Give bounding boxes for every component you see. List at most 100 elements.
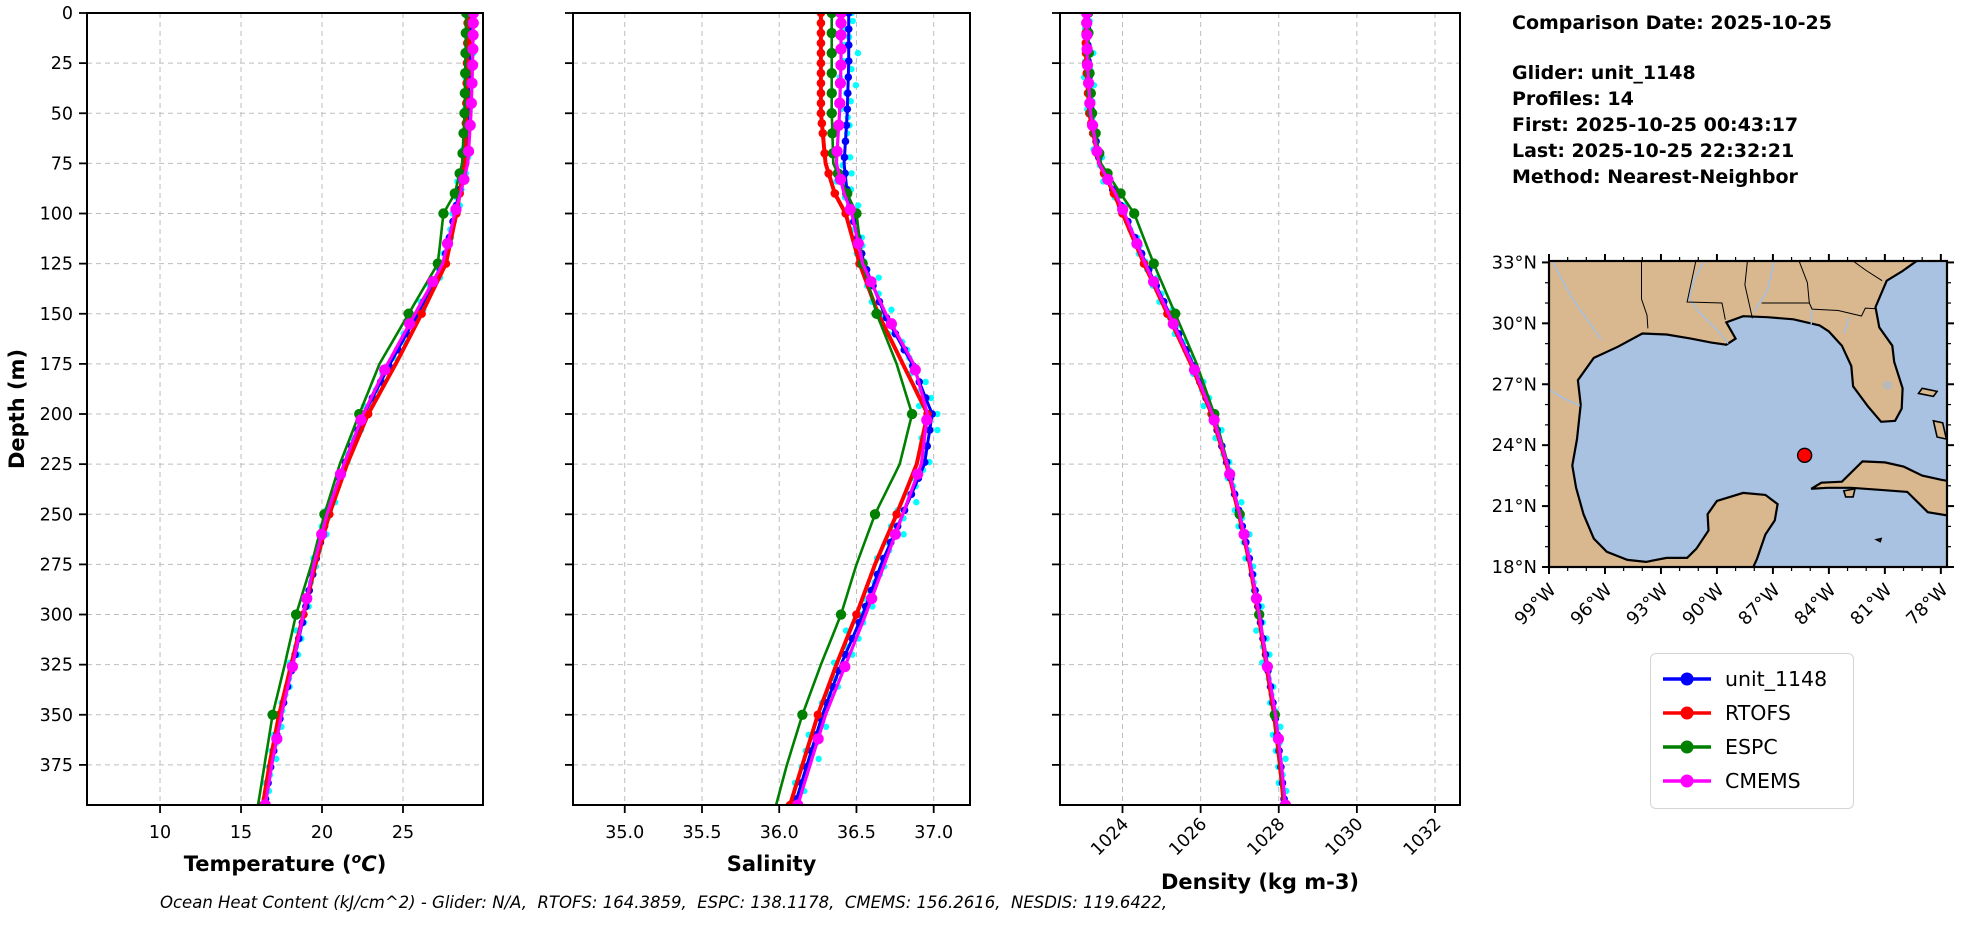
map-lon-label: 96°W bbox=[1567, 580, 1617, 630]
first-profile-time-text: First: 2025-10-25 00:43:17 bbox=[1512, 114, 1799, 136]
legend-item-CMEMS: CMEMS bbox=[1661, 764, 1841, 798]
marker-CMEMS bbox=[1131, 237, 1143, 250]
marker-CMEMS bbox=[1147, 276, 1160, 288]
depth-tick-label: 350 bbox=[40, 706, 73, 726]
legend: unit_1148 RTOFS ESPC CMEMS bbox=[1650, 653, 1854, 809]
scatter-point-glider-raw-scatter bbox=[934, 426, 941, 434]
marker-ESPC bbox=[1170, 308, 1181, 319]
profile-line-RTOFS bbox=[1083, 13, 1286, 805]
map-state-border bbox=[1761, 302, 1877, 317]
depth-tick-label: 150 bbox=[40, 305, 73, 325]
method-text: Method: Nearest-Neighbor bbox=[1512, 166, 1798, 188]
map-island bbox=[1874, 537, 1883, 543]
scatter-point-glider-raw-scatter bbox=[854, 202, 862, 209]
scatter-point-glider-raw-scatter bbox=[934, 410, 941, 418]
marker-ESPC bbox=[449, 188, 461, 199]
legend-label: RTOFS bbox=[1725, 701, 1791, 725]
profile-chart-0: 0 25 50 75 100 125 150 175 200 225 250 275 300 325 350… bbox=[5, 4, 484, 876]
marker-CMEMS bbox=[1261, 661, 1273, 673]
map-state-border bbox=[1641, 261, 1649, 329]
marker-RTOFS bbox=[816, 108, 826, 118]
x-tick-label: 35.5 bbox=[683, 823, 722, 843]
depth-tick-label: 200 bbox=[40, 405, 73, 425]
profile-charts: 0 25 50 75 100 125 150 175 200 225 250 275 300 325 350… bbox=[5, 4, 1461, 894]
map-river bbox=[1810, 309, 1813, 325]
marker-CMEMS bbox=[812, 733, 824, 745]
x-axis-label: Salinity bbox=[727, 852, 817, 876]
marker-ESPC bbox=[835, 609, 847, 620]
profile-line-CMEMS bbox=[1084, 13, 1288, 805]
marker-CMEMS bbox=[835, 17, 847, 29]
legend-label: CMEMS bbox=[1725, 769, 1801, 793]
profile-line-CMEMS bbox=[796, 13, 930, 805]
map-island bbox=[1842, 487, 1857, 498]
marker-ESPC bbox=[827, 128, 838, 139]
x-tick-label: 1032 bbox=[1400, 814, 1446, 860]
marker-RTOFS bbox=[852, 610, 861, 619]
marker-RTOFS bbox=[816, 88, 826, 98]
profile-line-CMEMS bbox=[263, 13, 475, 805]
marker-ESPC bbox=[826, 108, 837, 119]
profile-line-ESPC bbox=[256, 13, 468, 805]
marker-CMEMS bbox=[1238, 528, 1250, 540]
marker-unit_1148 bbox=[844, 57, 853, 65]
map-lat-label: 21°N bbox=[1492, 496, 1537, 517]
marker-unit_1148 bbox=[841, 137, 850, 146]
marker-CMEMS bbox=[1117, 203, 1129, 216]
marker-ESPC bbox=[871, 308, 882, 319]
marker-unit_1148 bbox=[844, 25, 853, 33]
marker-ESPC bbox=[290, 609, 302, 620]
marker-unit_1148 bbox=[840, 153, 849, 162]
marker-ESPC bbox=[458, 128, 469, 139]
map-island bbox=[1917, 387, 1939, 398]
marker-CMEMS bbox=[833, 119, 845, 131]
marker-ESPC bbox=[1129, 208, 1140, 219]
marker-CMEMS bbox=[1091, 145, 1103, 157]
plot-frame bbox=[86, 12, 484, 806]
marker-CMEMS bbox=[866, 592, 878, 605]
scatter-point-glider-raw-scatter bbox=[927, 394, 935, 402]
marker-ESPC bbox=[826, 88, 837, 99]
x-tick-label: 1024 bbox=[1087, 814, 1133, 860]
marker-CMEMS bbox=[834, 173, 847, 186]
map-lake-okeechobee bbox=[1882, 380, 1893, 390]
scatter-point-glider-raw-scatter bbox=[1238, 499, 1245, 506]
map-river bbox=[1753, 261, 1775, 312]
marker-CMEMS bbox=[1208, 414, 1220, 426]
scatter-point-glider-raw-scatter bbox=[1282, 755, 1289, 763]
marker-CMEMS bbox=[831, 145, 843, 157]
marker-RTOFS bbox=[818, 129, 828, 138]
legend-swatch-icon bbox=[1663, 672, 1711, 686]
marker-RTOFS bbox=[816, 58, 826, 68]
x-axis-label: Temperature (oC) bbox=[184, 851, 387, 876]
depth-tick-label: 275 bbox=[40, 555, 73, 575]
scatter-point-glider-raw-scatter bbox=[854, 49, 862, 57]
depth-tick-label: 325 bbox=[40, 656, 73, 676]
map-state-border bbox=[1852, 261, 1883, 282]
marker-CMEMS bbox=[450, 203, 462, 216]
marker-CMEMS bbox=[1081, 43, 1093, 55]
marker-CMEMS bbox=[835, 43, 847, 55]
marker-unit_1148 bbox=[844, 89, 852, 98]
marker-CMEMS bbox=[467, 29, 479, 41]
marker-RTOFS bbox=[830, 189, 840, 198]
plot-frame bbox=[1059, 12, 1461, 806]
marker-CMEMS bbox=[465, 97, 477, 109]
map-river bbox=[1843, 316, 1851, 334]
x-tick-label: 1026 bbox=[1166, 814, 1212, 860]
marker-ESPC bbox=[438, 208, 449, 219]
legend-swatch-icon bbox=[1663, 740, 1711, 754]
scatter-point-glider-raw-scatter bbox=[875, 274, 882, 281]
marker-RTOFS bbox=[816, 13, 826, 18]
map-state-border bbox=[1686, 261, 1726, 320]
marker-RTOFS bbox=[817, 118, 827, 128]
scatter-point-glider-raw-scatter bbox=[847, 98, 854, 105]
marker-CMEMS bbox=[1167, 318, 1179, 330]
marker-RTOFS bbox=[417, 309, 426, 319]
map-river bbox=[1688, 261, 1729, 345]
y-axis-label: Depth (m) bbox=[5, 349, 29, 469]
marker-CMEMS bbox=[839, 661, 851, 673]
x-tick-label: 37.0 bbox=[914, 823, 953, 843]
marker-unit_1148 bbox=[843, 105, 852, 114]
